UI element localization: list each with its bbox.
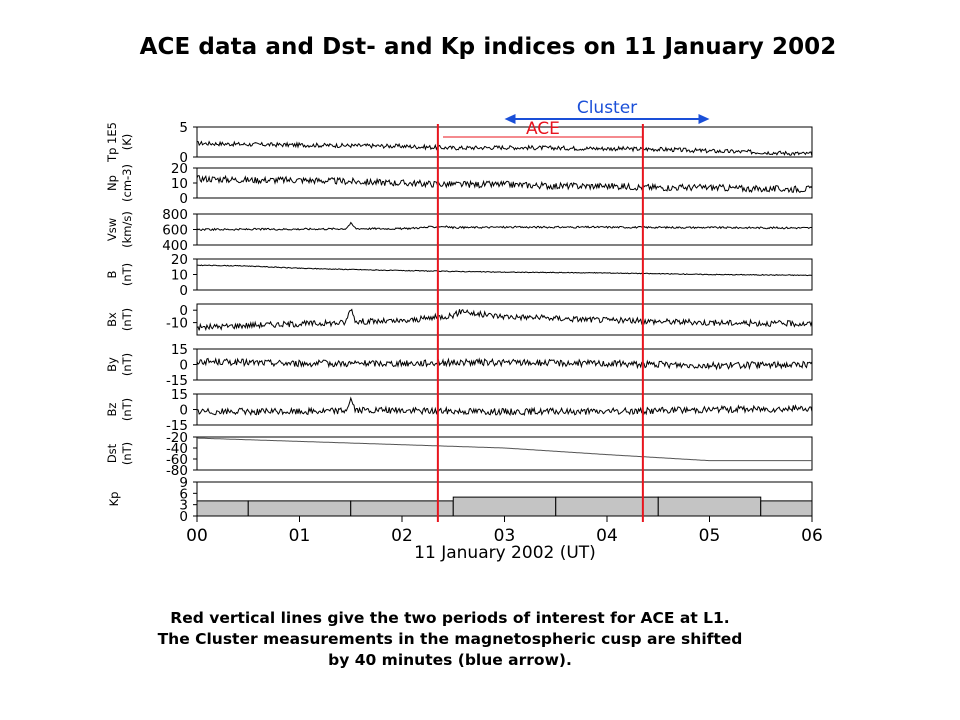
y-tick-label: 6 [179, 486, 188, 502]
panel-unit: (nT) [120, 308, 134, 331]
panel-label: Kp [107, 492, 121, 507]
y-tick-label: 10 [171, 268, 188, 284]
y-tick-label: 0 [179, 509, 188, 525]
x-axis-label: 11 January 2002 (UT) [414, 543, 596, 563]
y-tick-label: 9 [179, 475, 188, 491]
panel-label: B [105, 270, 119, 278]
kp-bar [247, 500, 352, 517]
panel-frame [196, 348, 813, 381]
x-tick-label: 06 [801, 526, 823, 546]
x-tick-label: 01 [289, 526, 311, 546]
panel-unit: (km/s) [120, 211, 134, 248]
panel-by: 150-15 By (nT) [105, 342, 813, 389]
series-line [196, 174, 813, 194]
kp-bar [760, 500, 813, 517]
y-tick-label: 20 [171, 252, 188, 268]
caption-line-1: Red vertical lines give the two periods … [170, 609, 730, 627]
y-tick-label: 20 [171, 161, 188, 177]
panel-label: Dst [105, 443, 119, 463]
series-line [196, 140, 813, 157]
panel-bx: 0-10 Bx (nT) [105, 303, 813, 336]
cluster-arrow-left-head [504, 114, 516, 124]
y-tick-label: 0 [179, 403, 188, 419]
x-tick-label: 04 [596, 526, 618, 546]
panel-label: Bz [105, 403, 119, 417]
panel-frame [196, 126, 813, 158]
panel-frame [196, 167, 813, 199]
y-tick-label: 0 [179, 150, 188, 166]
panel-label: Bx [105, 312, 119, 327]
kp-bar [196, 500, 249, 517]
slide-title: ACE data and Dst- and Kp indices on 11 J… [139, 34, 837, 60]
x-tick-label: 02 [391, 526, 413, 546]
series-line [196, 264, 813, 277]
y-tick-label: 0 [179, 358, 188, 374]
panel-label: Vsw [105, 218, 119, 241]
y-tick-label: -15 [166, 373, 188, 389]
y-tick-label: 0 [179, 191, 188, 207]
y-tick-label: -40 [166, 441, 188, 457]
y-tick-label: 15 [171, 387, 188, 403]
panel-unit: (cm-3) [120, 164, 134, 202]
chart-annotations: ACE Cluster [436, 98, 710, 522]
y-tick-label: -10 [166, 316, 188, 332]
panel-label: Tp 1E5 [105, 122, 119, 163]
kp-bar [452, 496, 557, 517]
y-tick-label: -60 [166, 452, 188, 468]
y-tick-label: 800 [162, 207, 188, 223]
panel-label: By [105, 357, 119, 372]
series-line [196, 357, 813, 371]
y-tick-label: 0 [179, 283, 188, 299]
panel-unit: (nT) [120, 263, 134, 286]
cluster-arrow-right-head [698, 114, 710, 124]
caption-line-3: by 40 minutes (blue arrow). [328, 651, 572, 669]
x-tick-label: 00 [186, 526, 208, 546]
ace-label: ACE [526, 119, 560, 139]
panel-unit: (nT) [120, 353, 134, 376]
panel-dst: -20-40-60-80 Dst (nT) [105, 430, 813, 479]
series-line [197, 437, 812, 462]
panel-label: Np [105, 175, 119, 191]
kp-bar [657, 496, 762, 517]
y-tick-label: -15 [166, 418, 188, 434]
y-tick-label: 0 [179, 303, 188, 319]
y-tick-label: -20 [166, 430, 188, 446]
panel-unit: (nT) [120, 398, 134, 421]
panel-unit: (nT) [120, 442, 134, 465]
panel-unit: (K) [120, 134, 134, 151]
y-tick-label: 600 [162, 223, 188, 239]
y-tick-label: -80 [166, 463, 188, 479]
y-tick-label: 15 [171, 342, 188, 358]
panel-frame [196, 436, 813, 471]
x-tick-label: 05 [699, 526, 721, 546]
y-tick-label: 10 [171, 176, 188, 192]
cluster-label: Cluster [577, 98, 637, 118]
x-tick-label: 03 [494, 526, 516, 546]
series-line [196, 396, 813, 417]
series-line [196, 221, 813, 232]
panel-frame [196, 303, 813, 336]
y-tick-label: 5 [179, 120, 188, 136]
x-axis: 00 01 02 03 04 05 06 11 January 2002 (UT) [186, 516, 823, 563]
caption-line-2: The Cluster measurements in the magnetos… [157, 630, 743, 648]
series-line [196, 308, 813, 332]
panel-tp-1e5: 5 0 Tp 1E5 (K) [105, 120, 813, 166]
panel-bz: 150-15 Bz (nT) [105, 387, 813, 434]
y-tick-label: 3 [179, 498, 188, 514]
y-tick-label: 400 [162, 238, 188, 254]
